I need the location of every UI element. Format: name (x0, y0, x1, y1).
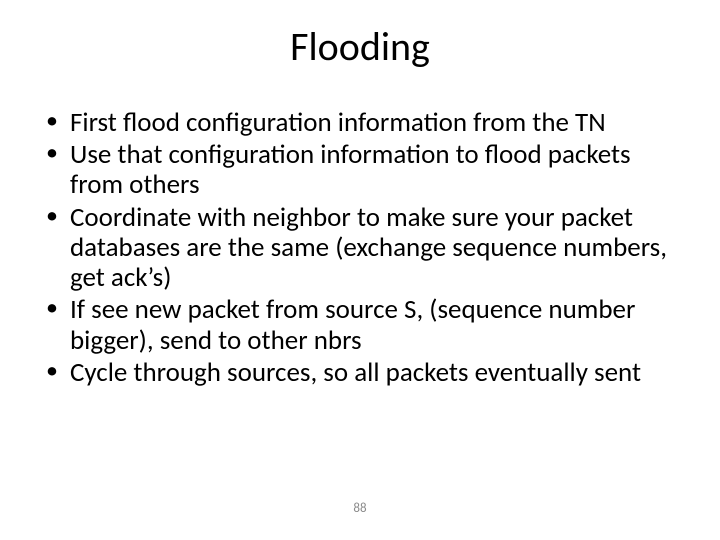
slide-title: Flooding (0, 22, 720, 71)
page-number: 88 (0, 501, 720, 516)
bullet-list: First flood configuration information fr… (42, 108, 678, 388)
slide: Flooding First flood configuration infor… (0, 0, 720, 540)
list-item: Coordinate with neighbor to make sure yo… (42, 203, 678, 294)
list-item: Cycle through sources, so all packets ev… (42, 358, 678, 388)
list-item: Use that configuration information to fl… (42, 140, 678, 200)
list-item: If see new packet from source S, (sequen… (42, 295, 678, 355)
slide-body: First flood configuration information fr… (42, 108, 678, 390)
list-item: First flood configuration information fr… (42, 108, 678, 138)
